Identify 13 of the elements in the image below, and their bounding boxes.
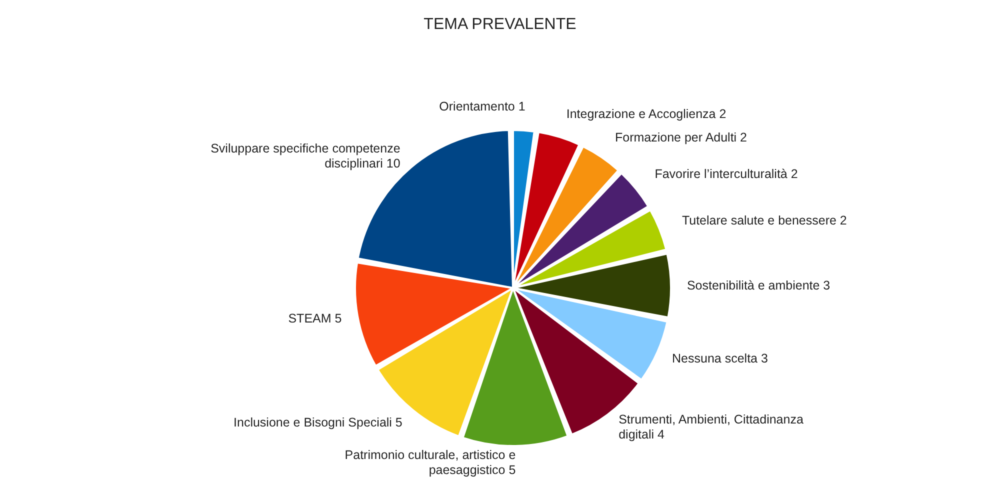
slice-label: Strumenti, Ambienti, Cittadinanza digitali 4: [618, 412, 804, 442]
slice-label: Formazione per Adulti 2: [615, 130, 748, 144]
slice-label: Sostenibilità e ambiente 3: [686, 278, 830, 292]
slice-label: Tutelare salute e benessere 2: [682, 213, 847, 228]
slice-label: Inclusione e Bisogni Speciali 5: [234, 415, 402, 430]
slice-label: Orientamento 1: [439, 99, 526, 114]
slice-label: STEAM 5: [288, 312, 342, 326]
chart-title: TEMA PREVALENTE: [422, 16, 578, 34]
slice-label: Nessuna scelta 3: [672, 352, 768, 366]
slice-label: Integrazione e Accoglienza 2: [566, 106, 726, 121]
slice-label: Sviluppare specifiche competenze disciplinari 10: [210, 141, 400, 170]
slice-label: Patrimonio culturale, artistico e paesaggistico 5: [344, 448, 516, 477]
slice-label: Favorire l’interculturalità 2: [654, 166, 798, 181]
